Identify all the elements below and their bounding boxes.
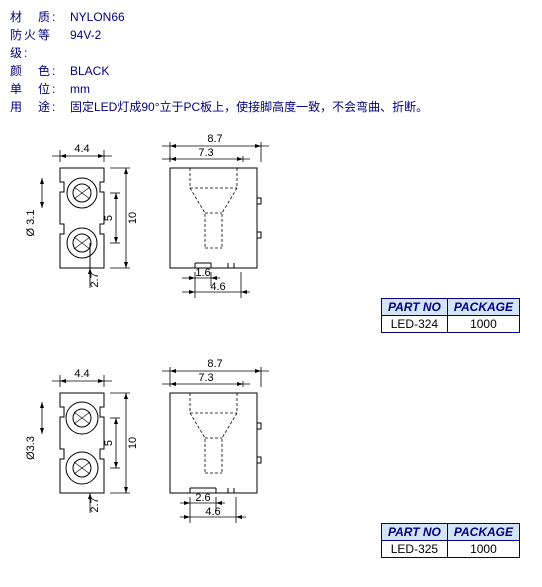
dim-foot-small: 2.6 <box>195 492 210 504</box>
spec-list: 材 质: NYLON66 防火等级: 94V-2 颜 色: BLACK 单 位:… <box>0 0 542 128</box>
spec-row: 用 途: 固定LED灯成90°立于PC板上，使接脚高度一致，不会弯曲、折断。 <box>10 98 532 116</box>
th-partno: PART NO <box>381 524 447 541</box>
th-partno: PART NO <box>381 299 447 316</box>
dim-width: 4.4 <box>74 368 89 380</box>
dim-inner-w: 7.3 <box>198 372 213 384</box>
td-partno: LED-325 <box>381 541 447 558</box>
spec-row: 单 位: mm <box>10 80 532 98</box>
drawing-1: 4.4 Ø 3.1 10 5 <box>20 128 320 341</box>
dim-overall: 8.7 <box>207 133 222 145</box>
spec-value: mm <box>70 80 90 98</box>
td-package: 1000 <box>447 316 519 333</box>
spec-label: 材 质: <box>10 8 70 26</box>
td-partno: LED-324 <box>381 316 447 333</box>
dim-foot-big: 4.6 <box>210 281 225 293</box>
spec-row: 颜 色: BLACK <box>10 62 532 80</box>
dim-inner: 2.7 <box>89 497 101 512</box>
part-table-2: PART NO PACKAGE LED-325 1000 <box>381 523 520 558</box>
diagram-1: 4.4 Ø 3.1 10 5 <box>0 128 542 353</box>
dim-pitch: 5 <box>103 440 115 446</box>
spec-label: 防火等级: <box>10 26 70 62</box>
dim-foot-big: 4.6 <box>205 506 220 518</box>
dim-dia: Ø3.3 <box>25 436 37 460</box>
spec-value: NYLON66 <box>70 8 125 26</box>
spec-value: 固定LED灯成90°立于PC板上，使接脚高度一致，不会弯曲、折断。 <box>70 98 428 116</box>
part-table-1: PART NO PACKAGE LED-324 1000 <box>381 298 520 333</box>
spec-row: 防火等级: 94V-2 <box>10 26 532 62</box>
dim-height: 10 <box>127 212 139 224</box>
spec-row: 材 质: NYLON66 <box>10 8 532 26</box>
spec-label: 颜 色: <box>10 62 70 80</box>
dim-inner: 2.7 <box>89 272 101 287</box>
dim-inner-w: 7.3 <box>198 147 213 159</box>
diagram-2: 4.4 Ø3.3 10 5 2.7 <box>0 353 542 578</box>
spec-value: 94V-2 <box>70 26 101 62</box>
spec-value: BLACK <box>70 62 109 80</box>
dim-pitch: 5 <box>103 215 115 221</box>
th-package: PACKAGE <box>447 524 519 541</box>
dim-overall: 8.7 <box>207 358 222 370</box>
dim-width: 4.4 <box>74 143 89 155</box>
dim-height: 10 <box>127 437 139 449</box>
drawing-2: 4.4 Ø3.3 10 5 2.7 <box>20 353 320 566</box>
td-package: 1000 <box>447 541 519 558</box>
spec-label: 单 位: <box>10 80 70 98</box>
spec-label: 用 途: <box>10 98 70 116</box>
dim-dia: Ø 3.1 <box>25 210 37 237</box>
dim-foot-small: 1.6 <box>195 267 210 279</box>
th-package: PACKAGE <box>447 299 519 316</box>
